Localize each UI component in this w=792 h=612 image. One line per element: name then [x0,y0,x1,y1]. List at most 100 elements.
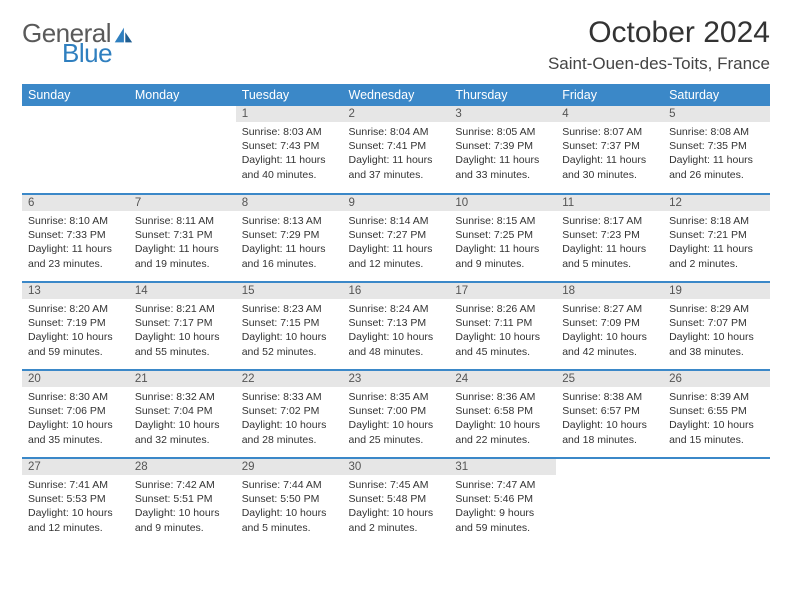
day-number: 15 [236,283,343,299]
daylight-text-2: and 2 minutes. [349,521,444,535]
day-number: 18 [556,283,663,299]
calendar-table: SundayMondayTuesdayWednesdayThursdayFrid… [22,84,770,546]
sunrise-text: Sunrise: 8:33 AM [242,390,337,404]
brand-word-blue: Blue [62,42,134,65]
day-details: Sunrise: 8:11 AMSunset: 7:31 PMDaylight:… [129,211,236,275]
sunrise-text: Sunrise: 8:39 AM [669,390,764,404]
daylight-text-2: and 12 minutes. [28,521,123,535]
daylight-text-1: Daylight: 10 hours [242,330,337,344]
day-number: 10 [449,195,556,211]
day-details: Sunrise: 8:15 AMSunset: 7:25 PMDaylight:… [449,211,556,275]
calendar-day: 9Sunrise: 8:14 AMSunset: 7:27 PMDaylight… [343,194,450,282]
calendar-week: 20Sunrise: 8:30 AMSunset: 7:06 PMDayligh… [22,370,770,458]
day-number: 16 [343,283,450,299]
daylight-text-2: and 52 minutes. [242,345,337,359]
dayname-wednesday: Wednesday [343,84,450,106]
day-number: 6 [22,195,129,211]
day-details: Sunrise: 8:20 AMSunset: 7:19 PMDaylight:… [22,299,129,363]
sunrise-text: Sunrise: 8:29 AM [669,302,764,316]
daylight-text-2: and 12 minutes. [349,257,444,271]
calendar-day: 14Sunrise: 8:21 AMSunset: 7:17 PMDayligh… [129,282,236,370]
daylight-text-1: Daylight: 10 hours [455,418,550,432]
daylight-text-1: Daylight: 10 hours [135,330,230,344]
day-details: Sunrise: 7:47 AMSunset: 5:46 PMDaylight:… [449,475,556,539]
sunrise-text: Sunrise: 7:45 AM [349,478,444,492]
calendar-day: 27Sunrise: 7:41 AMSunset: 5:53 PMDayligh… [22,458,129,546]
day-number: 19 [663,283,770,299]
calendar-day: 19Sunrise: 8:29 AMSunset: 7:07 PMDayligh… [663,282,770,370]
header: GeneralBlue October 2024 Saint-Ouen-des-… [22,16,770,74]
day-number: 9 [343,195,450,211]
sunrise-text: Sunrise: 8:17 AM [562,214,657,228]
calendar-day: 25Sunrise: 8:38 AMSunset: 6:57 PMDayligh… [556,370,663,458]
sunrise-text: Sunrise: 8:05 AM [455,125,550,139]
sunset-text: Sunset: 7:15 PM [242,316,337,330]
calendar-day: 5Sunrise: 8:08 AMSunset: 7:35 PMDaylight… [663,106,770,194]
day-details: Sunrise: 8:36 AMSunset: 6:58 PMDaylight:… [449,387,556,451]
sunrise-text: Sunrise: 8:26 AM [455,302,550,316]
calendar-day: 12Sunrise: 8:18 AMSunset: 7:21 PMDayligh… [663,194,770,282]
daylight-text-1: Daylight: 10 hours [455,330,550,344]
daylight-text-2: and 2 minutes. [669,257,764,271]
daylight-text-1: Daylight: 10 hours [28,330,123,344]
sunset-text: Sunset: 7:07 PM [669,316,764,330]
dayname-thursday: Thursday [449,84,556,106]
sunset-text: Sunset: 7:02 PM [242,404,337,418]
day-details: Sunrise: 8:24 AMSunset: 7:13 PMDaylight:… [343,299,450,363]
daylight-text-2: and 16 minutes. [242,257,337,271]
day-number: 29 [236,459,343,475]
brand-logo: GeneralBlue [22,22,134,65]
sunrise-text: Sunrise: 7:41 AM [28,478,123,492]
daylight-text-1: Daylight: 11 hours [455,242,550,256]
calendar-day: 6Sunrise: 8:10 AMSunset: 7:33 PMDaylight… [22,194,129,282]
daylight-text-2: and 25 minutes. [349,433,444,447]
calendar-day: 11Sunrise: 8:17 AMSunset: 7:23 PMDayligh… [556,194,663,282]
daylight-text-2: and 28 minutes. [242,433,337,447]
day-number: 21 [129,371,236,387]
sunset-text: Sunset: 7:21 PM [669,228,764,242]
sunset-text: Sunset: 5:46 PM [455,492,550,506]
daylight-text-1: Daylight: 11 hours [242,153,337,167]
daylight-text-2: and 18 minutes. [562,433,657,447]
calendar-day: 20Sunrise: 8:30 AMSunset: 7:06 PMDayligh… [22,370,129,458]
day-details: Sunrise: 8:21 AMSunset: 7:17 PMDaylight:… [129,299,236,363]
sunrise-text: Sunrise: 8:24 AM [349,302,444,316]
calendar-day: 31Sunrise: 7:47 AMSunset: 5:46 PMDayligh… [449,458,556,546]
calendar-week: 27Sunrise: 7:41 AMSunset: 5:53 PMDayligh… [22,458,770,546]
daylight-text-1: Daylight: 11 hours [669,153,764,167]
daylight-text-1: Daylight: 11 hours [455,153,550,167]
day-number: 14 [129,283,236,299]
daylight-text-1: Daylight: 9 hours [455,506,550,520]
daylight-text-2: and 55 minutes. [135,345,230,359]
day-number: 23 [343,371,450,387]
day-details: Sunrise: 8:04 AMSunset: 7:41 PMDaylight:… [343,122,450,186]
day-details: Sunrise: 8:14 AMSunset: 7:27 PMDaylight:… [343,211,450,275]
calendar-day: 8Sunrise: 8:13 AMSunset: 7:29 PMDaylight… [236,194,343,282]
calendar-day: 22Sunrise: 8:33 AMSunset: 7:02 PMDayligh… [236,370,343,458]
calendar-day: 21Sunrise: 8:32 AMSunset: 7:04 PMDayligh… [129,370,236,458]
daylight-text-2: and 30 minutes. [562,168,657,182]
calendar-day: 29Sunrise: 7:44 AMSunset: 5:50 PMDayligh… [236,458,343,546]
calendar-day: 24Sunrise: 8:36 AMSunset: 6:58 PMDayligh… [449,370,556,458]
daylight-text-2: and 5 minutes. [562,257,657,271]
daylight-text-1: Daylight: 11 hours [242,242,337,256]
calendar-day: 30Sunrise: 7:45 AMSunset: 5:48 PMDayligh… [343,458,450,546]
daylight-text-2: and 9 minutes. [135,521,230,535]
daylight-text-2: and 48 minutes. [349,345,444,359]
daylight-text-1: Daylight: 10 hours [28,506,123,520]
sunset-text: Sunset: 7:13 PM [349,316,444,330]
daylight-text-2: and 22 minutes. [455,433,550,447]
daylight-text-1: Daylight: 10 hours [242,506,337,520]
daylight-text-1: Daylight: 10 hours [28,418,123,432]
day-details: Sunrise: 8:33 AMSunset: 7:02 PMDaylight:… [236,387,343,451]
calendar-head: SundayMondayTuesdayWednesdayThursdayFrid… [22,84,770,106]
day-number: 28 [129,459,236,475]
calendar-day: 16Sunrise: 8:24 AMSunset: 7:13 PMDayligh… [343,282,450,370]
sunset-text: Sunset: 6:58 PM [455,404,550,418]
sunrise-text: Sunrise: 8:32 AM [135,390,230,404]
day-details: Sunrise: 7:44 AMSunset: 5:50 PMDaylight:… [236,475,343,539]
calendar-week: 13Sunrise: 8:20 AMSunset: 7:19 PMDayligh… [22,282,770,370]
daylight-text-1: Daylight: 11 hours [28,242,123,256]
day-details: Sunrise: 8:07 AMSunset: 7:37 PMDaylight:… [556,122,663,186]
day-details: Sunrise: 8:29 AMSunset: 7:07 PMDaylight:… [663,299,770,363]
